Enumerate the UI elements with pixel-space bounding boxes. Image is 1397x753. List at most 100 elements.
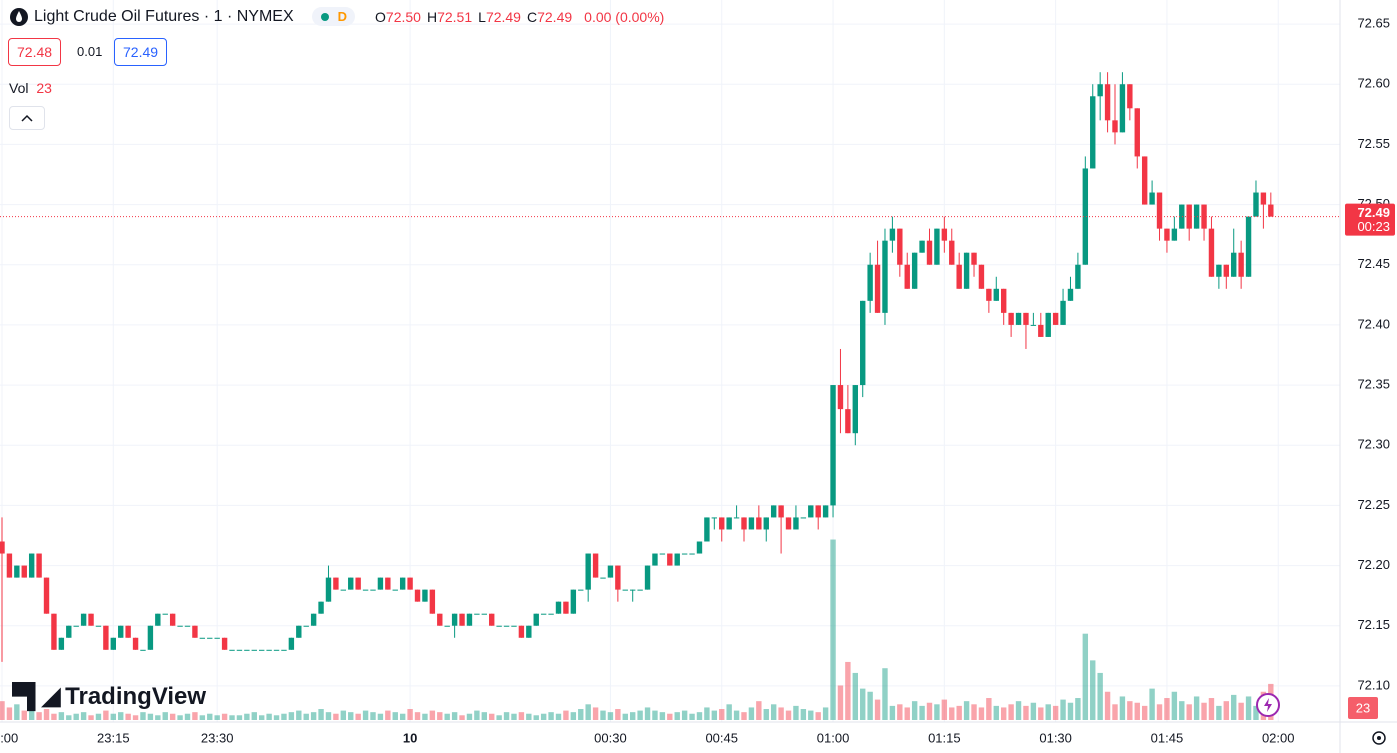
candle-body <box>526 625 532 638</box>
candle-body <box>132 637 139 650</box>
volume-bar <box>399 713 406 720</box>
volume-bar <box>1052 705 1059 720</box>
volume-bar <box>118 712 124 720</box>
volume-bar <box>95 713 102 720</box>
candle-body <box>800 517 807 519</box>
candle-body <box>88 613 94 626</box>
x-tick-label: 00:30 <box>594 730 627 745</box>
candle-body <box>926 240 933 265</box>
settings-button[interactable] <box>1370 729 1388 752</box>
candle-body <box>236 649 243 651</box>
volume-bar <box>741 712 747 720</box>
volume-bar <box>941 699 948 720</box>
volume-bar <box>155 715 161 720</box>
settings-icon <box>1372 731 1386 745</box>
volume-bar <box>793 705 799 720</box>
volume-bar <box>1030 702 1037 720</box>
candle-body <box>259 649 265 651</box>
candle-body <box>889 228 896 241</box>
volume-bar <box>822 707 829 720</box>
volume-bar <box>199 715 206 720</box>
symbol-title[interactable]: Light Crude Oil Futures · 1 · NYMEX <box>34 7 294 25</box>
candle-body <box>207 637 213 639</box>
volume-bar <box>526 713 532 720</box>
volume-bar <box>667 713 673 720</box>
volume-bar <box>1223 701 1229 720</box>
status-pill[interactable]: D <box>311 7 356 26</box>
candle-body <box>1023 312 1029 325</box>
candle-body <box>489 613 495 626</box>
volume-bar <box>592 707 599 720</box>
candle-body <box>66 625 72 638</box>
lightning-button[interactable] <box>1255 692 1281 723</box>
volume-bar <box>103 710 109 720</box>
candle-body <box>177 625 183 627</box>
volume-bar <box>815 712 821 720</box>
logo-text: TradingView <box>65 683 207 710</box>
volume-bar <box>800 709 807 720</box>
candle-body <box>370 589 376 591</box>
candle-body <box>340 589 347 591</box>
volume-bar <box>88 715 94 720</box>
volume-bar <box>377 713 384 720</box>
candle-body <box>1179 204 1185 229</box>
candle-body <box>496 625 502 627</box>
candle-body <box>949 240 955 265</box>
candle-body <box>1245 216 1252 277</box>
volume-bar <box>1201 702 1207 720</box>
volume-bar <box>28 705 35 720</box>
volume-bar <box>882 668 888 720</box>
volume-bar <box>555 713 562 720</box>
volume-bar <box>288 712 295 720</box>
volume-bar <box>184 713 191 720</box>
candle-body <box>607 565 614 578</box>
candle-body <box>1208 228 1215 277</box>
chevron-icon <box>21 114 33 122</box>
volume-bar <box>874 699 881 720</box>
candle-body <box>919 240 925 253</box>
collapse-button[interactable] <box>9 106 45 130</box>
candle-body <box>1201 204 1207 229</box>
volume-value: 23 <box>36 80 52 96</box>
volume-bar <box>748 707 755 720</box>
candle-body <box>830 385 836 506</box>
bid-button[interactable]: 72.48 <box>8 38 62 66</box>
volume-bar <box>1060 699 1066 720</box>
candle-body <box>615 565 621 590</box>
volume-bar <box>43 709 50 720</box>
candle-body <box>103 625 109 650</box>
candle-body <box>1127 84 1133 109</box>
candle-body <box>1238 252 1244 277</box>
candle-body <box>147 625 154 650</box>
candle-body <box>184 625 191 627</box>
y-tick-label: 72.10 <box>1357 677 1390 692</box>
ask-button[interactable]: 72.49 <box>114 38 168 66</box>
volume-bar <box>1008 704 1014 720</box>
x-tick-label: 01:15 <box>928 730 961 745</box>
volume-bar <box>348 712 354 720</box>
volume-bar <box>1023 705 1029 720</box>
candle-body <box>659 553 666 555</box>
volume-bar <box>407 709 413 720</box>
volume-bar <box>1038 707 1044 720</box>
candle-body <box>555 601 562 614</box>
candle-body <box>518 625 525 638</box>
volume-bar <box>689 713 695 720</box>
volume-bar <box>333 713 339 720</box>
candle-body <box>874 264 881 313</box>
volume-bar <box>808 710 814 720</box>
volume-bar <box>518 712 525 720</box>
volume-bar <box>949 707 955 720</box>
candle-body <box>1075 264 1081 289</box>
candle-body <box>778 505 784 518</box>
y-tick-label: 72.15 <box>1357 617 1390 632</box>
volume-bar <box>1231 694 1237 720</box>
volume-bar <box>489 713 495 720</box>
candle-body <box>155 613 161 626</box>
volume-bar <box>770 704 777 720</box>
volume-bar <box>422 713 428 720</box>
candle-body <box>21 565 27 578</box>
volume-bar <box>318 709 324 720</box>
candle-body <box>36 553 42 578</box>
